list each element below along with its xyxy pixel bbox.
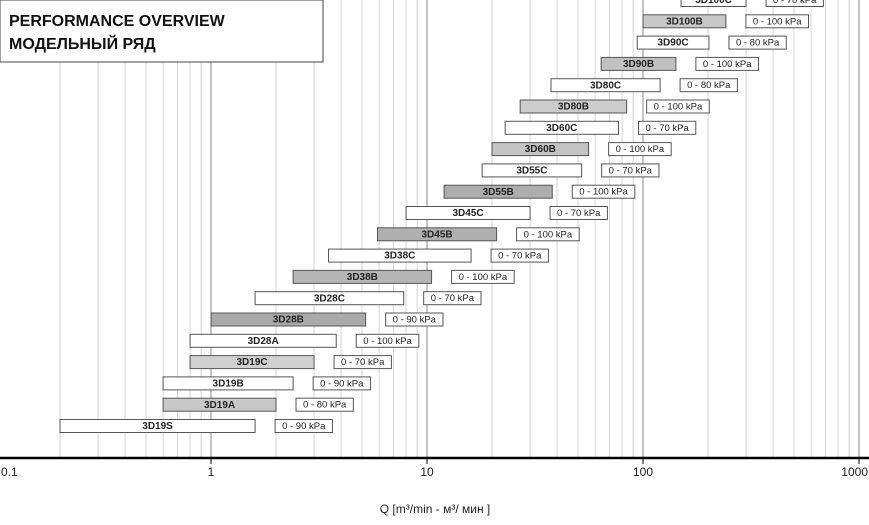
range-bar [377, 227, 498, 242]
range-bar [254, 291, 405, 306]
range-bar [443, 184, 553, 199]
bar-label: 3D100C [695, 0, 732, 6]
pressure-label: 0 - 90 kPa [282, 421, 326, 432]
bar-label: 3D38B [347, 272, 378, 283]
range-bar [292, 269, 433, 284]
bar-label: 3D90B [623, 59, 654, 70]
pressure-label: 0 - 100 kPa [616, 144, 665, 155]
bar-label: 3D55B [483, 187, 514, 198]
chart-title: PERFORMANCE OVERVIEW [9, 13, 226, 30]
pressure-label: 0 - 70 kPa [498, 251, 542, 262]
bar-label: 3D19A [204, 400, 235, 411]
pressure-label: 0 - 100 kPa [753, 16, 802, 27]
pressure-box [385, 312, 444, 327]
bar-label: 3D45B [421, 229, 452, 240]
pressure-box [549, 206, 608, 220]
bar-label: 3D60B [525, 144, 556, 155]
pressure-box [355, 333, 420, 348]
bar-label: 3D55C [516, 166, 547, 177]
pressure-label: 0 - 100 kPa [654, 102, 703, 113]
pressure-label: 0 - 100 kPa [363, 336, 412, 347]
range-bar [481, 163, 583, 178]
bar-label: 3D100B [666, 16, 703, 27]
pressure-box [679, 78, 738, 93]
bar-label: 3D80B [558, 102, 589, 113]
bar-label: 3D28A [248, 336, 279, 347]
bar-label: 3D28C [314, 293, 345, 304]
pressure-label: 0 - 70 kPa [773, 0, 817, 6]
pressure-box [423, 291, 482, 306]
range-bar [162, 397, 277, 412]
range-bar [405, 206, 531, 220]
pressure-box [516, 227, 580, 242]
pressure-box [295, 397, 354, 412]
bar-label: 3D45C [452, 208, 483, 219]
pressure-label: 0 - 90 kPa [393, 315, 437, 326]
pressure-box [601, 163, 660, 178]
pressure-label: 0 - 80 kPa [687, 80, 731, 91]
pressure-box [312, 376, 371, 391]
range-bar [642, 14, 727, 29]
pressure-box [695, 56, 759, 71]
range-bar [189, 355, 315, 370]
pressure-label: 0 - 70 kPa [431, 293, 475, 304]
pressure-label: 0 - 70 kPa [557, 208, 601, 219]
pressure-box [637, 120, 697, 135]
pressure-label: 0 - 70 kPa [645, 123, 689, 134]
range-bar [504, 120, 619, 135]
pressure-label: 0 - 90 kPa [320, 378, 364, 389]
range-bar [59, 419, 256, 433]
bar-label: 3D80C [590, 80, 621, 91]
bar-label: 3D19C [236, 357, 267, 368]
range-bar [680, 0, 747, 7]
pressure-box [646, 99, 710, 114]
bar-label: 3D28B [273, 315, 304, 326]
title-box [0, 0, 324, 63]
range-bar [550, 78, 661, 93]
range-bar [600, 56, 677, 71]
pressure-label: 0 - 80 kPa [736, 38, 780, 49]
pressure-box [451, 269, 515, 284]
bar-label: 3D38C [384, 251, 415, 262]
pressure-box [274, 419, 333, 433]
pressure-box [765, 0, 824, 7]
bar-label: 3D19B [213, 379, 244, 390]
pressure-box [571, 184, 636, 199]
x-tick-label: 100 [633, 465, 653, 479]
pressure-box [333, 355, 392, 370]
pressure-label: 0 - 100 kPa [703, 59, 752, 70]
x-tick-label: 0.1 [1, 465, 18, 479]
pressure-label: 0 - 100 kPa [524, 229, 573, 240]
x-tick-label: 1 [208, 465, 215, 479]
range-bar [491, 142, 590, 157]
range-bar [189, 333, 337, 348]
pressure-label: 0 - 100 kPa [459, 272, 508, 283]
range-bar [162, 376, 294, 391]
pressure-box [608, 142, 672, 157]
x-tick-label: 1000 [841, 465, 868, 479]
range-bar [519, 99, 628, 114]
pressure-label: 0 - 80 kPa [303, 400, 347, 411]
pressure-box [728, 35, 787, 50]
pressure-label: 0 - 70 kPa [609, 165, 653, 176]
range-bar [636, 35, 710, 50]
pressure-box [490, 248, 549, 263]
bar-label: 3D19S [142, 421, 173, 432]
bar-label: 3D60C [546, 123, 577, 134]
pressure-label: 0 - 100 kPa [579, 187, 628, 198]
pressure-label: 0 - 70 kPa [341, 357, 385, 368]
x-tick-label: 10 [420, 465, 434, 479]
bar-label: 3D90C [658, 38, 689, 49]
range-bar [210, 312, 367, 327]
chart-subtitle: МОДЕЛЬНЫЙ РЯД [9, 34, 156, 53]
range-bar [328, 248, 472, 263]
x-axis-label: Q [m³/min - м³/ мин ] [380, 502, 491, 516]
pressure-box [745, 14, 809, 29]
